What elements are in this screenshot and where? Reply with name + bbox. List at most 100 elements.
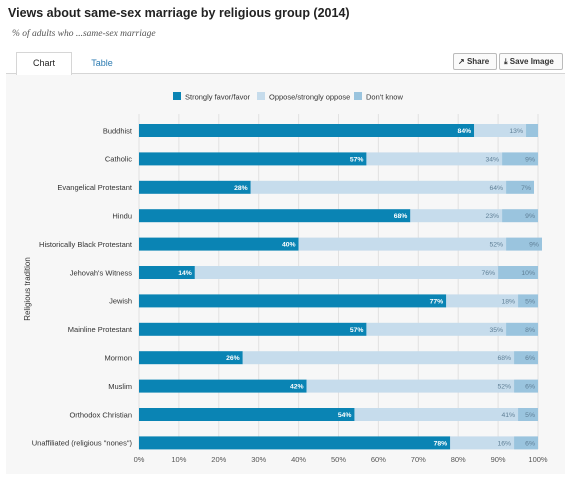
legend-swatch xyxy=(173,92,181,100)
share-icon: ↗ xyxy=(458,57,465,66)
share-button[interactable]: ↗ Share xyxy=(453,53,497,70)
data-label: 10% xyxy=(521,270,535,277)
legend-swatch xyxy=(257,92,265,100)
data-label: 5% xyxy=(525,412,535,419)
bar-segment xyxy=(194,266,499,279)
data-label: 57% xyxy=(350,156,364,163)
data-label: 14% xyxy=(178,270,192,277)
x-tick-label: 100% xyxy=(528,455,548,464)
category-label: Jehovah's Witness xyxy=(70,268,133,277)
data-label: 23% xyxy=(485,213,499,220)
legend-label: Oppose/strongly oppose xyxy=(269,93,350,102)
x-tick-label: 20% xyxy=(211,455,226,464)
x-tick-label: 40% xyxy=(291,455,306,464)
data-label: 6% xyxy=(525,384,535,391)
tab-table[interactable]: Table xyxy=(91,58,113,68)
data-label: 7% xyxy=(521,185,531,192)
legend-swatch xyxy=(354,92,362,100)
chart-title: Views about same-sex marriage by religio… xyxy=(8,6,350,20)
category-label: Buddhist xyxy=(103,126,133,135)
data-label: 9% xyxy=(529,242,539,249)
chart-panel: 0% 10% 20% 30% 40% 50% 60% 70% 80% 90% 100% Strongl… xyxy=(6,73,565,474)
data-label: 6% xyxy=(525,440,535,447)
data-label: 9% xyxy=(525,213,535,220)
legend-label: Don't know xyxy=(366,93,403,102)
category-label: Unaffiliated (religious "nones") xyxy=(32,439,133,448)
bar-segment xyxy=(242,351,515,365)
bar-segment xyxy=(514,436,538,450)
data-label: 8% xyxy=(525,327,535,334)
bar-segment xyxy=(450,436,515,450)
data-label: 18% xyxy=(501,298,515,305)
bar-segment xyxy=(410,209,503,223)
data-label: 77% xyxy=(430,298,444,305)
data-label: 6% xyxy=(525,355,535,362)
data-label: 41% xyxy=(501,412,515,419)
data-label: 64% xyxy=(489,185,503,192)
category-label: Historically Black Protestant xyxy=(39,240,133,249)
bar-segment xyxy=(518,408,538,421)
bar-segment xyxy=(506,237,542,251)
data-label: 68% xyxy=(497,355,511,362)
data-label: 26% xyxy=(226,355,240,362)
bar-segment xyxy=(139,322,367,336)
category-label: Evangelical Protestant xyxy=(57,183,133,192)
bar-segment xyxy=(366,322,507,336)
data-label: 52% xyxy=(497,384,511,391)
bar-segment xyxy=(139,124,475,137)
data-label: 16% xyxy=(497,440,511,447)
category-label: Hindu xyxy=(112,212,132,221)
category-label: Catholic xyxy=(105,155,132,164)
bar-segment xyxy=(139,152,367,166)
data-label: 13% xyxy=(509,128,523,135)
data-label: 78% xyxy=(434,440,448,447)
bar-segment xyxy=(354,408,519,421)
bar-segment xyxy=(514,379,538,393)
x-tick-label: 80% xyxy=(451,455,466,464)
data-label: 34% xyxy=(485,156,499,163)
bar-segment xyxy=(506,322,538,336)
bar-segment xyxy=(139,209,411,223)
x-tick-label: 0% xyxy=(134,455,145,464)
data-label: 5% xyxy=(525,298,535,305)
data-label: 35% xyxy=(489,327,503,334)
bar-segment xyxy=(514,351,538,365)
category-label: Orthodox Christian xyxy=(69,410,132,419)
category-label: Mormon xyxy=(104,354,132,363)
bar-segment xyxy=(502,209,538,223)
bar-segment xyxy=(498,266,538,279)
bar-segment xyxy=(474,124,527,137)
data-label: 28% xyxy=(234,185,248,192)
bar-segment xyxy=(502,152,538,166)
data-label: 9% xyxy=(525,156,535,163)
x-tick-label: 30% xyxy=(251,455,266,464)
data-label: 40% xyxy=(282,242,296,249)
bar-segment xyxy=(139,379,307,393)
x-tick-label: 60% xyxy=(371,455,386,464)
bar-segment xyxy=(139,408,355,421)
chart-subtitle: % of adults who ...same-sex marriage xyxy=(12,29,156,39)
data-label: 42% xyxy=(290,384,304,391)
data-label: 57% xyxy=(350,327,364,334)
data-label: 84% xyxy=(458,128,472,135)
x-tick-label: 90% xyxy=(491,455,506,464)
tab-chart[interactable]: Chart xyxy=(16,52,72,75)
bar-segment xyxy=(139,351,243,365)
bar-segment xyxy=(366,152,503,166)
stacked-bar-chart: 0% 10% 20% 30% 40% 50% 60% 70% 80% 90% 100% Strongl… xyxy=(23,92,548,464)
bar-segment xyxy=(306,379,515,393)
save-image-button[interactable]: ⤓ Save Image xyxy=(499,53,563,70)
bar-segment xyxy=(518,294,538,308)
bar-segment xyxy=(139,294,447,308)
data-label: 68% xyxy=(394,213,408,220)
category-label: Mainline Protestant xyxy=(68,325,133,334)
bar-segment xyxy=(506,180,535,194)
x-tick-label: 10% xyxy=(171,455,186,464)
category-label: Jewish xyxy=(109,297,132,306)
share-label: Share xyxy=(466,57,490,66)
bar-segment xyxy=(139,237,299,251)
save-image-label: Save Image xyxy=(509,57,554,66)
bar-segment xyxy=(298,237,507,251)
category-label: Muslim xyxy=(108,382,132,391)
y-axis-label: Religious tradition xyxy=(23,257,32,321)
